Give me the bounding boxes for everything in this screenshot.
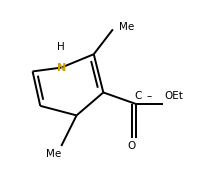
Text: H: H [57,42,65,52]
Text: –: – [147,91,152,101]
Text: OEt: OEt [165,91,183,101]
Text: Me: Me [46,149,61,159]
Text: C: C [134,91,141,101]
Text: N: N [57,63,66,73]
Text: O: O [127,141,135,151]
Text: Me: Me [119,23,134,32]
